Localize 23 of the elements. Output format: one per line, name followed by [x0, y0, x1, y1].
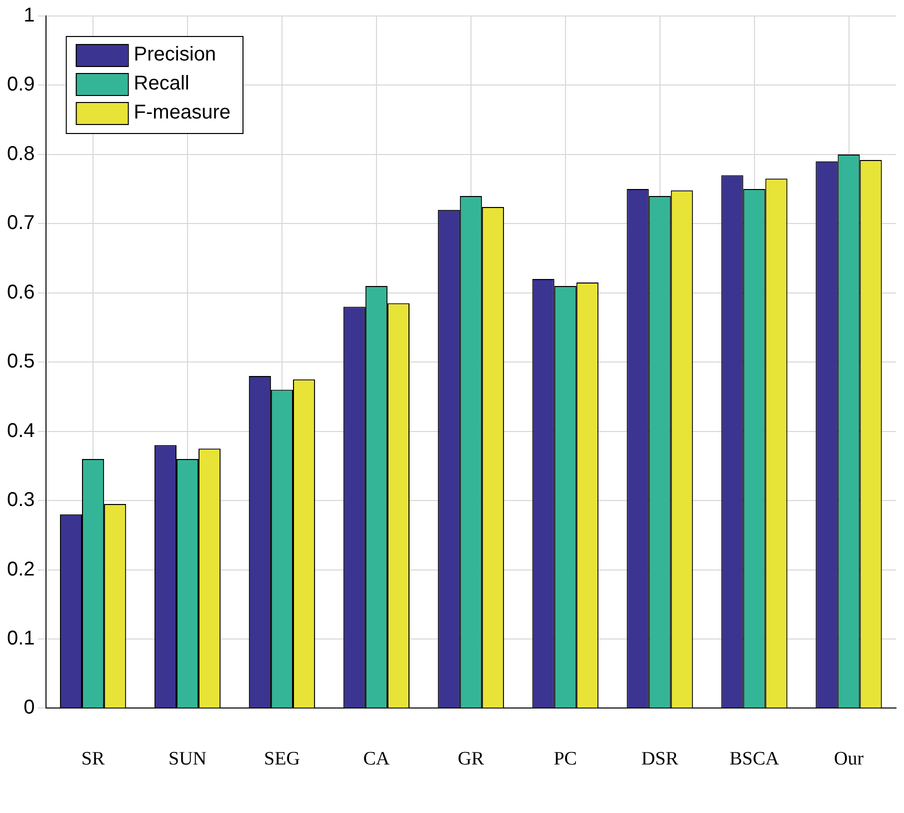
x-tick-label: DSR	[641, 748, 679, 770]
x-tick-label: GR	[458, 748, 484, 770]
x-tick-label: PC	[554, 748, 577, 770]
x-tick-label: SR	[81, 748, 105, 770]
legend-label: Precision	[134, 44, 216, 66]
y-tick-label: 0.4	[6, 420, 35, 442]
legend-label: Recall	[134, 72, 190, 95]
y-tick-label: 1	[24, 4, 35, 27]
y-tick-label: 0.7	[6, 212, 35, 234]
y-tick-label: 0.6	[6, 281, 35, 304]
x-tick-label: Our	[834, 748, 864, 770]
y-tick-label: 0.9	[6, 74, 35, 96]
y-tick-label: 0	[24, 696, 35, 719]
y-tick-label: 0.3	[6, 489, 35, 512]
x-tick-label: BSCA	[729, 748, 780, 770]
x-tick-label: SUN	[168, 748, 207, 770]
y-tick-label: 0.2	[6, 558, 35, 580]
legend-label: F-measure	[134, 102, 231, 124]
y-tick-label: 0.8	[6, 142, 35, 165]
x-tick-label: CA	[363, 748, 390, 770]
y-tick-label: 0.1	[6, 627, 35, 650]
y-tick-label: 0.5	[6, 350, 35, 373]
x-tick-label: SEG	[264, 748, 300, 770]
